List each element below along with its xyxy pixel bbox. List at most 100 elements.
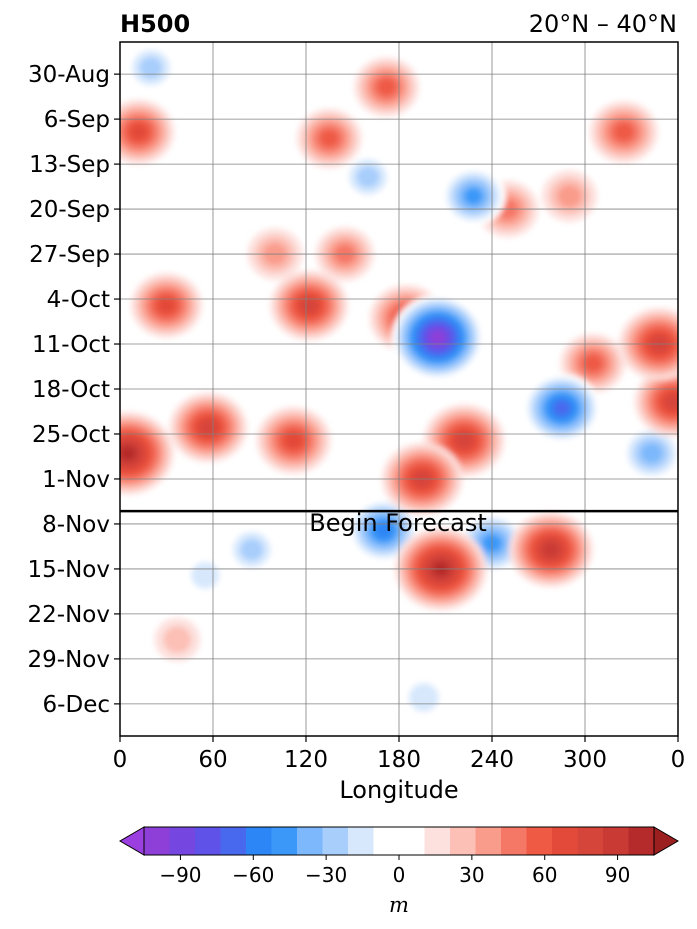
colorbar-tick-label: 60 (532, 863, 557, 887)
y-tick-label: 6-Dec (43, 692, 110, 718)
colorbar-swatch (373, 827, 400, 855)
y-tick-label: 8-Nov (42, 512, 110, 538)
anomaly-contour (356, 166, 380, 188)
anomaly-contour (163, 626, 192, 654)
anomaly-blob (423, 404, 505, 477)
anomaly-contour (377, 78, 396, 96)
grid-lines (120, 42, 678, 736)
anomaly-blob (125, 43, 177, 93)
anomaly-blob (256, 406, 331, 475)
x-tick-label: 120 (284, 747, 328, 773)
colorbar-swatch (526, 827, 553, 855)
colorbar-swatch (399, 827, 425, 855)
y-tick-label: 25-Oct (32, 422, 110, 448)
forecast-label: Begin Forecast (309, 509, 487, 537)
y-tick-label: 27-Sep (29, 242, 110, 268)
colorbar-swatch (144, 827, 170, 855)
anomaly-contour (408, 683, 439, 712)
y-tick-label: 22-Nov (28, 602, 110, 628)
anomaly-contour (543, 542, 559, 557)
y-tick-label: 1-Nov (42, 467, 110, 493)
anomaly-blob (541, 170, 598, 223)
anomaly-contour (553, 400, 570, 416)
y-tick-label: 20-Sep (29, 197, 110, 223)
colorbar-tick-label: 30 (459, 863, 484, 887)
colorbar-swatch (577, 827, 604, 855)
colorbar-tick-label: −30 (305, 863, 347, 887)
anomaly-contour (191, 561, 220, 589)
y-tick-label: 6-Sep (44, 107, 110, 133)
chart-title-right: 20°N – 40°N (529, 10, 677, 38)
colorbar-swatch (450, 827, 476, 855)
colorbar: −90 −60 −30 0 30 60 90 (119, 826, 679, 887)
y-tick-label: 13-Sep (29, 152, 110, 178)
anomaly-blob (522, 373, 601, 444)
colorbar-swatch (297, 827, 323, 855)
x-tick-label: 300 (563, 747, 607, 773)
colorbar-swatch (603, 827, 629, 855)
y-tick-label: 11-Oct (32, 332, 110, 358)
anomaly-contour (374, 522, 393, 539)
anomaly-blob (154, 617, 201, 662)
anomaly-blob (120, 411, 174, 495)
colorbar-label: m (389, 893, 409, 917)
anomaly-blob (270, 270, 348, 341)
anomaly-blob (182, 553, 229, 598)
anomaly-contour (200, 420, 217, 435)
anomaly-blob (120, 99, 175, 165)
anomaly-contour (557, 184, 582, 208)
anomaly-blob (399, 674, 449, 721)
colorbar-under-arrow (119, 826, 145, 856)
y-tick-label: 4-Oct (47, 287, 110, 313)
anomaly-contour (583, 354, 603, 372)
y-tick-label: 30-Aug (28, 62, 110, 88)
anomaly-contour (594, 631, 638, 674)
colorbar-tick-label: 0 (393, 863, 406, 887)
colorbar-tick-label: 90 (605, 863, 630, 887)
anomaly-contour (640, 443, 663, 464)
colorbar-swatch (220, 827, 247, 855)
anomaly-contour (430, 331, 445, 345)
colorbar-swatch (501, 827, 527, 855)
colorbar-tick-label: −90 (159, 863, 201, 887)
colorbar-swatch (246, 827, 272, 855)
anomaly-blob (342, 152, 394, 202)
anomaly-contour (455, 432, 473, 449)
colorbar-swatch (424, 827, 451, 855)
chart-title-left: H500 (120, 10, 190, 38)
x-tick-label: 0 (113, 747, 128, 773)
x-tick-label: 180 (377, 747, 421, 773)
y-tick-label: 18-Oct (32, 377, 110, 403)
colorbar-swatch (552, 827, 578, 855)
colorbar-over-arrow (653, 826, 679, 856)
anomaly-blob (391, 294, 484, 381)
colorbar-swatch (322, 827, 349, 855)
anomaly-blob (296, 108, 362, 169)
x-tick-label: 0 (671, 747, 686, 773)
anomaly-contour (665, 394, 678, 410)
anomaly-contour (300, 298, 318, 313)
anomaly-blob (354, 57, 419, 117)
anomaly-blob (594, 631, 638, 674)
anomaly-contour (240, 538, 264, 561)
colorbar-swatch (348, 827, 374, 855)
colorbar-swatch (628, 827, 655, 855)
anomaly-contour (120, 446, 136, 461)
anomaly-contour (157, 297, 176, 314)
anomaly-blob (169, 392, 248, 463)
colorbar-swatch (271, 827, 298, 855)
anomaly-blob (441, 166, 506, 226)
x-axis-label: Longitude (339, 776, 458, 804)
anomaly-contour (284, 432, 303, 449)
colorbar-swatch (195, 827, 221, 855)
y-axis: 30-Aug 6-Sep 13-Sep 20-Sep 27-Sep 4-Oct 11-Oct… (28, 62, 120, 718)
anomaly-contour (139, 56, 163, 79)
anomaly-field (120, 43, 678, 721)
colorbar-swatch (475, 827, 502, 855)
anomaly-blob (225, 525, 278, 575)
anomaly-contour (129, 124, 148, 140)
anomaly-contour (614, 123, 634, 141)
anomaly-contour (464, 187, 483, 205)
y-tick-label: 29-Nov (28, 647, 110, 673)
